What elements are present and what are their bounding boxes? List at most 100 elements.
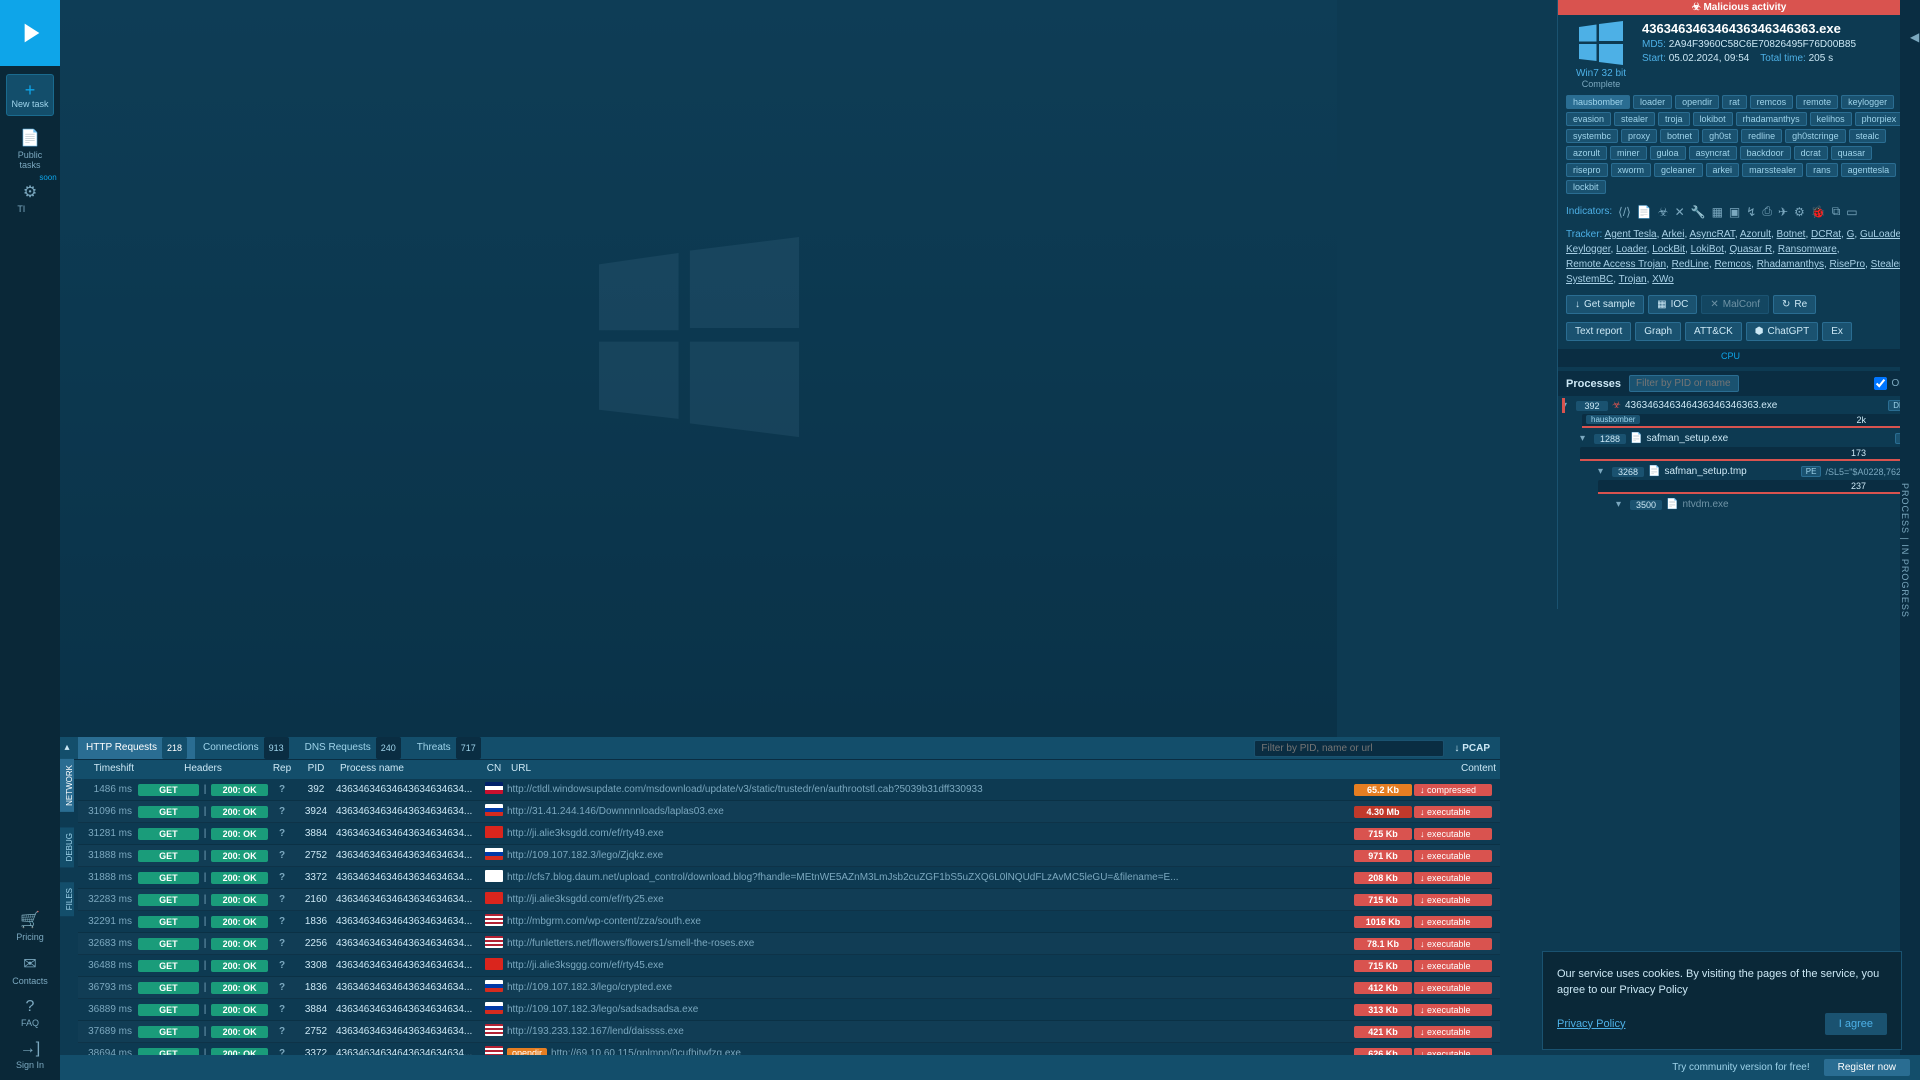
- tracker-link[interactable]: SystemBC: [1566, 274, 1613, 285]
- tracker-link[interactable]: RedLine: [1672, 259, 1709, 270]
- indicator-icon[interactable]: ▭: [1846, 205, 1857, 219]
- request-row[interactable]: 37689 msGET|200: OK?27524363463463464363…: [78, 1021, 1500, 1043]
- indicator-icon[interactable]: ⧉: [1832, 204, 1841, 219]
- indicator-icon[interactable]: ✕: [1675, 205, 1685, 219]
- request-row[interactable]: 36488 msGET|200: OK?33084363463463464363…: [78, 955, 1500, 977]
- nav-item-public-tasks[interactable]: 📄Public tasks: [6, 128, 54, 170]
- tracker-link[interactable]: Remcos: [1714, 259, 1751, 270]
- tracker-link[interactable]: AsyncRAT: [1689, 229, 1734, 240]
- tag-loader[interactable]: loader: [1633, 95, 1672, 109]
- tag-botnet[interactable]: botnet: [1660, 129, 1699, 143]
- get-sample-button[interactable]: ↓ Get sample: [1566, 295, 1644, 314]
- tag-opendir[interactable]: opendir: [1675, 95, 1719, 109]
- process-row[interactable]: ▾392☣436346346346436346346363.exeDMP: [1562, 398, 1916, 413]
- nav-item-contacts[interactable]: ✉Contacts: [6, 954, 54, 986]
- panel-collapse-button[interactable]: ▴: [60, 737, 74, 759]
- tracker-link[interactable]: GuLoader: [1860, 229, 1904, 240]
- request-row[interactable]: 32283 msGET|200: OK?21604363463463464363…: [78, 889, 1500, 911]
- tag-dcrat[interactable]: dcrat: [1794, 146, 1828, 160]
- tag-systembc[interactable]: systembc: [1566, 129, 1618, 143]
- tag-quasar[interactable]: quasar: [1831, 146, 1873, 160]
- indicator-icon[interactable]: ↯: [1746, 205, 1756, 219]
- tracker-link[interactable]: Botnet: [1777, 229, 1806, 240]
- tag-remote[interactable]: remote: [1796, 95, 1838, 109]
- side-tab-files[interactable]: FILES: [60, 882, 74, 916]
- tracker-link[interactable]: Arkei: [1662, 229, 1685, 240]
- tracker-link[interactable]: Azorult: [1740, 229, 1771, 240]
- tab-dns-requests[interactable]: DNS Requests240: [297, 737, 409, 759]
- expand-icon[interactable]: ▾: [1580, 433, 1590, 444]
- expand-icon[interactable]: ▾: [1616, 499, 1626, 510]
- request-filter-input[interactable]: [1254, 740, 1444, 757]
- text-report-button[interactable]: Text report: [1566, 322, 1631, 341]
- indicator-icon[interactable]: 🔧: [1691, 205, 1706, 219]
- request-row[interactable]: 1486 msGET|200: OK?392436346346346436346…: [78, 779, 1500, 801]
- tag-gcleaner[interactable]: gcleaner: [1654, 163, 1703, 177]
- tracker-link[interactable]: RisePro: [1830, 259, 1866, 270]
- graph-button[interactable]: Graph: [1635, 322, 1681, 341]
- right-collapse-tab[interactable]: PROCESS | IN PROGRESS ◀: [1900, 0, 1920, 1080]
- nav-item-ti[interactable]: ⚙TI: [6, 182, 54, 214]
- indicator-icon[interactable]: ☣: [1658, 205, 1669, 219]
- tab-threats[interactable]: Threats717: [409, 737, 489, 759]
- pcap-button[interactable]: ↓ PCAP: [1444, 743, 1500, 754]
- nav-item-pricing[interactable]: 🛒Pricing: [6, 910, 54, 942]
- tag-rat[interactable]: rat: [1722, 95, 1747, 109]
- request-row[interactable]: 36889 msGET|200: OK?38844363463463464363…: [78, 999, 1500, 1021]
- indicator-icon[interactable]: ⟨/⟩: [1618, 205, 1631, 219]
- tag-miner[interactable]: miner: [1610, 146, 1647, 160]
- tag-risepro[interactable]: risepro: [1566, 163, 1608, 177]
- tag-phorpiex[interactable]: phorpiex: [1855, 112, 1904, 126]
- tracker-link[interactable]: Rhadamanthys: [1757, 259, 1824, 270]
- indicator-icon[interactable]: ▦: [1712, 205, 1723, 219]
- malconf-button[interactable]: ✕ MalConf: [1701, 295, 1769, 314]
- tag-marsstealer[interactable]: marsstealer: [1742, 163, 1803, 177]
- tag-redline[interactable]: redline: [1741, 129, 1782, 143]
- request-row[interactable]: 32291 msGET|200: OK?18364363463463464363…: [78, 911, 1500, 933]
- tag-remcos[interactable]: remcos: [1750, 95, 1794, 109]
- tag-kelihos[interactable]: kelihos: [1810, 112, 1852, 126]
- process-row[interactable]: ▾3268📄safman_setup.tmpPE/SL5="$A0228,762…: [1598, 464, 1916, 479]
- tracker-link[interactable]: Keylogger: [1566, 244, 1610, 255]
- tab-http-requests[interactable]: HTTP Requests218: [78, 737, 195, 759]
- indicator-icon[interactable]: 📄: [1637, 205, 1652, 219]
- side-tab-network[interactable]: NETWORK: [60, 759, 74, 812]
- tracker-link[interactable]: Agent Tesla: [1605, 229, 1657, 240]
- tag-stealc[interactable]: stealc: [1849, 129, 1887, 143]
- tag-keylogger[interactable]: keylogger: [1841, 95, 1894, 109]
- agree-button[interactable]: I agree: [1825, 1013, 1887, 1036]
- tag-agenttesla[interactable]: agenttesla: [1841, 163, 1897, 177]
- register-button[interactable]: Register now: [1824, 1059, 1910, 1076]
- tag-guloa[interactable]: guloa: [1650, 146, 1686, 160]
- tracker-link[interactable]: XWo: [1652, 274, 1674, 285]
- new-task-button[interactable]: + New task: [6, 74, 54, 116]
- tag-arkei[interactable]: arkei: [1706, 163, 1740, 177]
- nav-item-faq[interactable]: ?FAQ: [6, 998, 54, 1028]
- logo[interactable]: [0, 0, 60, 66]
- tracker-link[interactable]: LockBit: [1652, 244, 1685, 255]
- request-row[interactable]: 31096 msGET|200: OK?39244363463463464363…: [78, 801, 1500, 823]
- tag-stealer[interactable]: stealer: [1614, 112, 1655, 126]
- tracker-link[interactable]: G: [1847, 229, 1855, 240]
- request-row[interactable]: 31888 msGET|200: OK?27524363463463464363…: [78, 845, 1500, 867]
- chatgpt-button[interactable]: ⬢ ChatGPT: [1746, 322, 1818, 341]
- process-filter-input[interactable]: [1629, 375, 1739, 392]
- indicator-icon[interactable]: ✈: [1778, 205, 1788, 219]
- tracker-link[interactable]: Ransomware: [1778, 244, 1837, 255]
- tab-connections[interactable]: Connections913: [195, 737, 297, 759]
- indicator-icon[interactable]: 🐞: [1811, 205, 1826, 219]
- tag-proxy[interactable]: proxy: [1621, 129, 1657, 143]
- tag-gh0stcringe[interactable]: gh0stcringe: [1785, 129, 1846, 143]
- export-button[interactable]: Ex: [1822, 322, 1852, 341]
- tag-lokibot[interactable]: lokibot: [1693, 112, 1733, 126]
- tag-azorult[interactable]: azorult: [1566, 146, 1607, 160]
- tracker-link[interactable]: Remote Access Trojan: [1566, 259, 1666, 270]
- tag-gh0st[interactable]: gh0st: [1702, 129, 1738, 143]
- indicator-icon[interactable]: ⚙: [1794, 205, 1805, 219]
- tracker-link[interactable]: DCRat: [1811, 229, 1841, 240]
- ioc-button[interactable]: ▦ IOC: [1648, 295, 1697, 314]
- only-checkbox[interactable]: [1874, 377, 1887, 390]
- tag-troja[interactable]: troja: [1658, 112, 1690, 126]
- request-row[interactable]: 31281 msGET|200: OK?38844363463463464363…: [78, 823, 1500, 845]
- restart-button[interactable]: ↻ Re: [1773, 295, 1816, 314]
